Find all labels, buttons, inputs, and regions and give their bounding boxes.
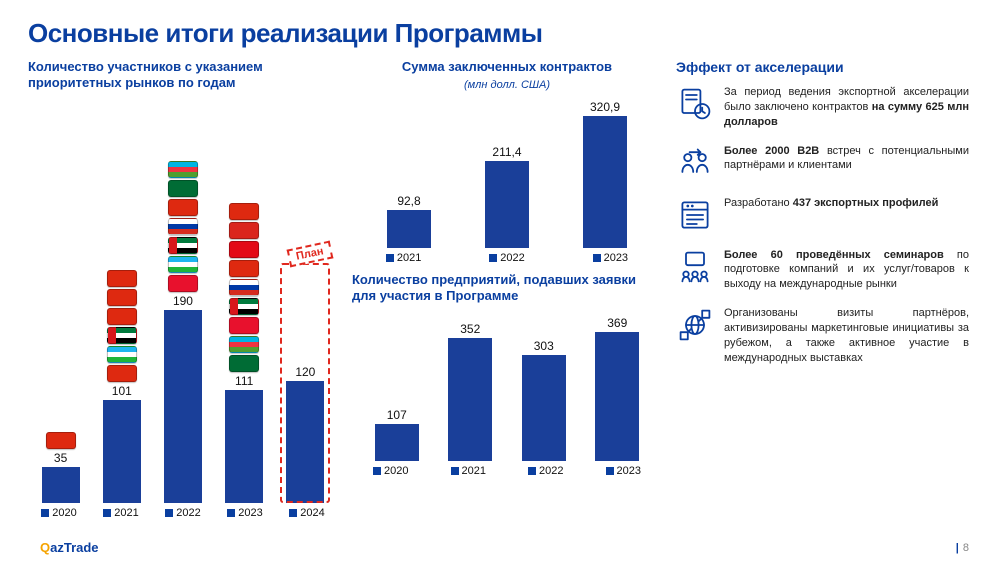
flag-vn bbox=[229, 222, 259, 239]
axis-year: 2024 bbox=[289, 507, 324, 519]
effect-text: Более 60 проведённых семинаров по подгот… bbox=[724, 248, 969, 293]
bar bbox=[595, 332, 639, 461]
applicants-bar-2021: 352 bbox=[448, 309, 492, 462]
flag-ae bbox=[229, 298, 259, 315]
seminar-icon bbox=[676, 248, 714, 286]
effects-panel: Эффект от акселерации За период ведения … bbox=[676, 59, 969, 519]
applicants-bar-2022: 303 bbox=[522, 309, 566, 462]
bar-value-label: 303 bbox=[534, 339, 554, 353]
effect-item: За период ведения экспортной акселерации… bbox=[676, 85, 969, 130]
bar bbox=[164, 310, 202, 503]
flag-ru bbox=[168, 218, 198, 235]
contracts-bar-2023: 320,9 bbox=[583, 91, 627, 248]
page-title: Основные итоги реализации Программы bbox=[28, 18, 969, 49]
axis-year: 2022 bbox=[528, 465, 563, 477]
flag-tr bbox=[229, 241, 259, 258]
bar bbox=[375, 424, 419, 461]
bar bbox=[225, 390, 263, 503]
chart-participants-title: Количество участников с указанием приори… bbox=[28, 59, 338, 92]
axis-year: 2022 bbox=[489, 252, 524, 264]
page-number: |8 bbox=[956, 542, 969, 554]
axis-year: 2023 bbox=[593, 252, 628, 264]
flag-sa bbox=[229, 355, 259, 372]
chart-participants: Количество участников с указанием приори… bbox=[28, 59, 338, 519]
bar bbox=[387, 210, 431, 248]
axis-year: 2020 bbox=[41, 507, 76, 519]
contract-clock-icon bbox=[676, 85, 714, 123]
bar bbox=[583, 116, 627, 248]
flag-az bbox=[168, 161, 198, 178]
flag-ae bbox=[107, 327, 137, 344]
profile-doc-icon bbox=[676, 196, 714, 234]
flag-cn bbox=[107, 270, 137, 287]
effect-text: Организованы визиты партнёров, активизир… bbox=[724, 306, 969, 365]
contracts-bar-2021: 92,8 bbox=[387, 91, 431, 248]
flag-kg bbox=[229, 317, 259, 334]
participants-bar-2023: 111 bbox=[225, 96, 263, 504]
axis-year: 2020 bbox=[373, 465, 408, 477]
flag-ae bbox=[168, 237, 198, 254]
bar-value-label: 111 bbox=[235, 374, 253, 388]
flag-sa bbox=[168, 180, 198, 197]
axis-year: 2022 bbox=[165, 507, 200, 519]
bar bbox=[42, 467, 80, 503]
bar-value-label: 35 bbox=[54, 451, 67, 465]
flag-ru bbox=[229, 279, 259, 296]
bar bbox=[522, 355, 566, 461]
flag-az bbox=[229, 336, 259, 353]
bar-value-label: 320,9 bbox=[590, 100, 620, 114]
bar-value-label: 92,8 bbox=[397, 194, 420, 208]
flag-cn bbox=[168, 199, 198, 216]
bar-value-label: 120 bbox=[295, 365, 315, 379]
flag-cn bbox=[229, 260, 259, 277]
bar-value-label: 211,4 bbox=[492, 145, 521, 159]
flag-cn bbox=[107, 308, 137, 325]
effect-text: За период ведения экспортной акселерации… bbox=[724, 85, 969, 130]
participants-bar-2020: 35 bbox=[42, 96, 80, 504]
flag-kg bbox=[168, 275, 198, 292]
participants-bar-2024: 120 bbox=[286, 96, 324, 504]
bar bbox=[103, 400, 141, 503]
bar bbox=[485, 161, 529, 248]
axis-year: 2021 bbox=[386, 252, 421, 264]
axis-year: 2021 bbox=[103, 507, 138, 519]
bar-value-label: 190 bbox=[173, 294, 193, 308]
contracts-bar-2022: 211,4 bbox=[485, 91, 529, 248]
bar-value-label: 101 bbox=[112, 384, 132, 398]
bar-value-label: 369 bbox=[607, 316, 627, 330]
flag-cn bbox=[107, 289, 137, 306]
bar bbox=[448, 338, 492, 461]
effects-title: Эффект от акселерации bbox=[676, 59, 969, 75]
participants-bar-2021: 101 bbox=[103, 96, 141, 504]
effect-item: Организованы визиты партнёров, активизир… bbox=[676, 306, 969, 365]
axis-year: 2023 bbox=[606, 465, 641, 477]
axis-year: 2023 bbox=[227, 507, 262, 519]
b2b-meeting-icon bbox=[676, 144, 714, 182]
effect-item: Разработано 437 экспортных профилей bbox=[676, 196, 969, 234]
bar bbox=[286, 381, 324, 503]
effect-text: Разработано 437 экспортных профилей bbox=[724, 196, 938, 234]
logo: QazTrade bbox=[40, 540, 99, 555]
axis-year: 2021 bbox=[451, 465, 486, 477]
chart-applicants-title: Количество предприятий, подавших заявки … bbox=[352, 272, 662, 305]
chart-contracts: Сумма заключенных контрактов (млн долл. … bbox=[352, 59, 662, 264]
chart-applicants: Количество предприятий, подавших заявки … bbox=[352, 272, 662, 477]
flag-cn bbox=[107, 365, 137, 382]
flag-cn bbox=[46, 432, 76, 449]
flag-cn bbox=[229, 203, 259, 220]
flag-uz bbox=[107, 346, 137, 363]
bar-value-label: 352 bbox=[460, 322, 480, 336]
effect-text: Более 2000 B2B встреч с потенциальными п… bbox=[724, 144, 969, 182]
participants-bar-2022: 190 bbox=[164, 96, 202, 504]
applicants-bar-2020: 107 bbox=[375, 309, 419, 462]
effect-item: Более 2000 B2B встреч с потенциальными п… bbox=[676, 144, 969, 182]
chart-contracts-title: Сумма заключенных контрактов bbox=[352, 59, 662, 75]
applicants-bar-2023: 369 bbox=[595, 309, 639, 462]
effect-item: Более 60 проведённых семинаров по подгот… bbox=[676, 248, 969, 293]
bar-value-label: 107 bbox=[387, 408, 407, 422]
global-network-icon bbox=[676, 306, 714, 344]
flag-uz bbox=[168, 256, 198, 273]
chart-contracts-subtitle: (млн долл. США) bbox=[352, 79, 662, 91]
